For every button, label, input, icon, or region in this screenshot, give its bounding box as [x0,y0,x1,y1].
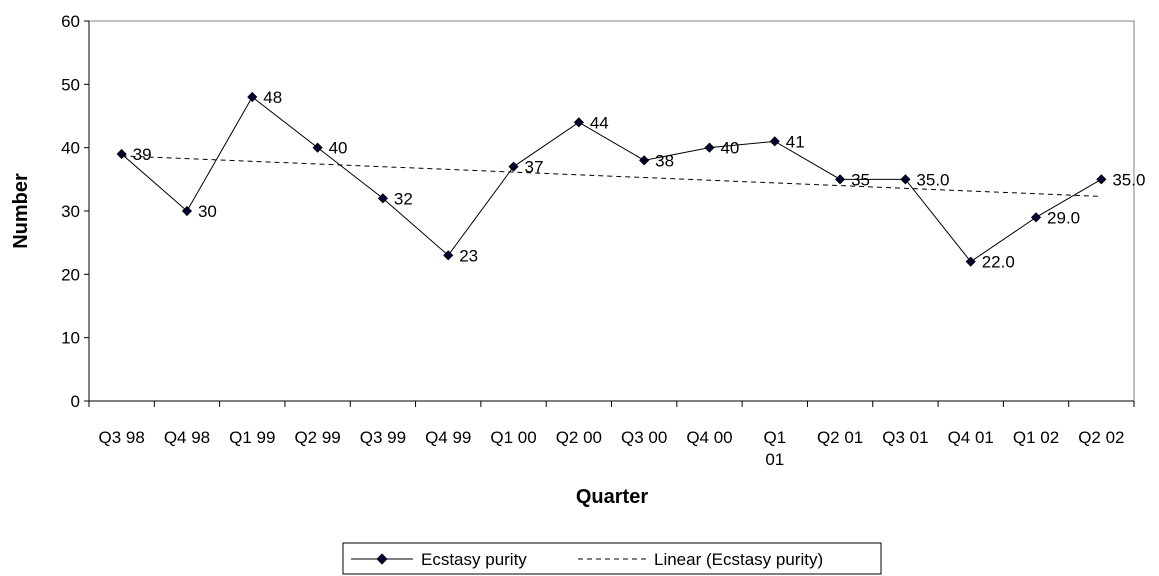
plot-area [88,20,1135,402]
y-tick-label: 30 [61,202,80,221]
x-tick-label: Q1 02 [1013,428,1059,447]
data-point-marker [835,174,846,185]
data-point-marker [965,256,976,267]
data-label: 30 [198,202,217,221]
data-label: 38 [655,151,674,170]
data-label: 41 [786,132,805,151]
x-tick-label: Q4 01 [948,428,994,447]
y-axis-ticks: 0 10 20 30 40 50 60 [61,12,89,411]
data-labels: 39 30 48 40 32 23 37 44 38 40 41 35 35.0 22.0 29.0 35.0 [133,88,1146,272]
x-axis-title: Quarter [576,486,648,508]
data-point-marker [639,155,650,166]
x-tick-label: Q3 01 [882,428,928,447]
x-tick-label: Q2 01 [817,428,863,447]
data-point-marker [573,117,584,128]
data-point-marker [508,161,519,172]
x-tick-label: Q2 02 [1078,428,1124,447]
data-label: 23 [459,246,478,265]
data-label: 35.0 [916,170,949,189]
x-tick-label: Q1 01 [763,428,786,469]
data-point-marker [247,91,258,103]
data-label: 35.0 [1112,170,1145,189]
data-point-marker [181,205,193,217]
trendline [121,155,1102,197]
data-point-marker [312,142,323,153]
x-tick-label: Q2 00 [556,428,602,447]
x-tick-label: Q1 00 [490,428,536,447]
x-tick-label: Q1 99 [229,428,275,447]
x-tick-label: Q4 00 [686,428,732,447]
data-point-marker [1096,174,1107,185]
y-tick-label: 40 [61,139,80,158]
legend: Ecstasy purity Linear (Ecstasy purity) [342,542,882,575]
data-label: 22.0 [982,253,1015,272]
y-axis-title: Number [10,173,32,249]
y-tick-label: 10 [61,329,80,348]
data-point-marker [443,250,454,261]
data-point-marker [1030,212,1042,223]
data-label: 37 [525,158,544,177]
series-line [121,96,1102,263]
x-axis-ticks: Q3 98 Q4 98 Q1 99 Q2 99 Q3 99 Q4 99 Q1 00 Q2 00… [88,401,1135,469]
data-point-marker [900,174,911,185]
x-tick-label: Q3 99 [360,428,406,447]
data-label: 40 [329,139,348,158]
y-tick-label: 60 [61,12,80,31]
y-tick-label: 0 [71,392,80,411]
data-label: 39 [133,145,152,164]
x-tick-label: Q4 99 [425,428,471,447]
data-point-marker [116,148,127,160]
data-point-marker [704,142,715,153]
data-label: 48 [263,88,282,107]
data-label: 44 [590,113,609,132]
data-point-marker [769,136,780,147]
data-label: 32 [394,189,413,208]
trendline-layer [121,155,1102,197]
legend-series-label: Ecstasy purity [421,550,527,569]
legend-series-marker [376,553,388,565]
y-tick-label: 20 [61,265,80,284]
y-tick-label: 50 [61,75,80,94]
x-tick-label: Q4 98 [164,428,210,447]
x-tick-label: Q3 98 [99,428,145,447]
x-tick-label: Q3 00 [621,428,667,447]
legend-box [342,542,882,575]
x-tick-label: Q2 99 [294,428,340,447]
series-layer [116,91,1107,267]
legend-trendline-label: Linear (Ecstasy purity) [654,550,823,569]
data-label: 35 [851,170,870,189]
data-point-marker [377,193,388,204]
data-label: 40 [720,139,739,158]
data-label: 29.0 [1047,208,1080,227]
